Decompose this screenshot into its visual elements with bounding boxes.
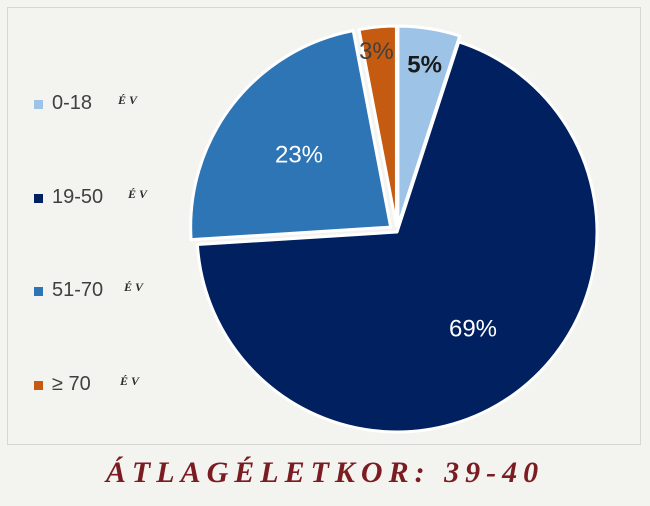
pie-slice--70: [357, 24, 398, 228]
average-age-caption: ÁTLAGÉLETKOR: 39-40: [105, 456, 545, 489]
legend-unit: ÉV: [120, 374, 143, 388]
pie-chart: 5% 69% 23% 3%: [189, 24, 599, 434]
legend-swatch: [34, 194, 43, 203]
pie-slice-51-70: [189, 29, 393, 242]
legend-swatch: [34, 287, 43, 296]
legend-label: 51-70: [52, 279, 104, 301]
legend-unit: ÉV: [118, 93, 141, 107]
legend-swatch: [34, 381, 43, 390]
legend-unit: ÉV: [124, 280, 147, 294]
legend-label: ≥ 70: [52, 373, 91, 395]
pie-slice-0-18: [396, 24, 462, 228]
pie-slice-19-50: [195, 40, 599, 434]
data-label: 69%: [449, 315, 497, 342]
legend-label: 19-50: [52, 186, 104, 208]
legend-label: 0-18: [52, 92, 93, 114]
data-label: 23%: [275, 141, 323, 168]
legend-unit: ÉV: [128, 187, 151, 201]
legend-swatch: [34, 100, 43, 109]
data-label: 5%: [407, 51, 442, 78]
data-label: 3%: [359, 38, 394, 65]
